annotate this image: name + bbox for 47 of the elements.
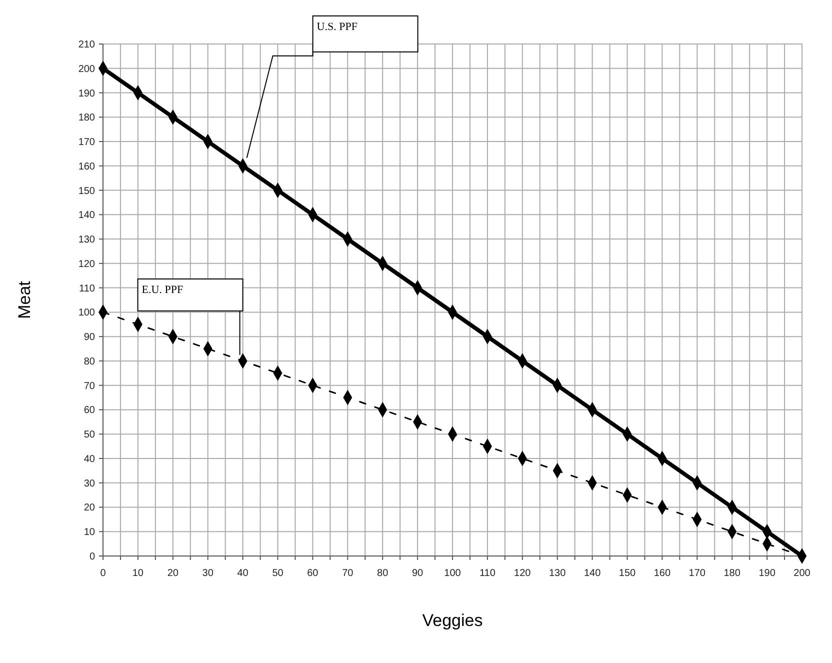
x-tick-label: 180 xyxy=(724,568,741,579)
y-tick-label: 100 xyxy=(78,308,96,319)
x-tick-label: 130 xyxy=(549,568,566,579)
x-tick-label: 40 xyxy=(237,568,249,579)
x-tick-label: 190 xyxy=(758,568,776,579)
y-tick-label: 180 xyxy=(78,112,96,124)
y-axis-title: Meat xyxy=(15,280,34,319)
y-tick-label: 0 xyxy=(89,552,96,562)
x-axis-title: Veggies xyxy=(422,611,483,630)
y-tick-label: 30 xyxy=(84,478,96,490)
x-tick-label: 160 xyxy=(654,568,671,579)
y-tick-label: 140 xyxy=(78,210,96,222)
x-tick-label: 30 xyxy=(202,568,214,579)
y-tick-label: 20 xyxy=(84,502,96,514)
y-tick-label: 10 xyxy=(84,527,96,538)
y-tick-label: 160 xyxy=(78,161,96,172)
y-tick-label: 80 xyxy=(84,356,96,368)
x-tick-label: 90 xyxy=(412,568,424,579)
y-tick-label: 170 xyxy=(78,137,96,148)
y-tick-label: 200 xyxy=(78,64,96,75)
x-tick-label: 10 xyxy=(132,568,144,579)
y-tick-label: 70 xyxy=(84,380,96,392)
x-tick-label: 50 xyxy=(272,568,284,579)
y-tick-label: 150 xyxy=(78,186,96,197)
x-tick-label: 60 xyxy=(307,568,319,579)
y-tick-label: 40 xyxy=(84,454,96,465)
x-tick-label: 140 xyxy=(584,568,602,579)
y-tick-label: 120 xyxy=(78,258,96,270)
x-tick-label: 80 xyxy=(377,568,389,579)
y-tick-label: 50 xyxy=(84,430,96,441)
series-label: E.U. PPF xyxy=(142,284,184,296)
y-tick-label: 210 xyxy=(78,40,96,50)
y-tick-label: 110 xyxy=(79,283,96,294)
y-tick-label: 190 xyxy=(78,88,96,100)
x-tick-label: 110 xyxy=(479,568,496,579)
x-tick-label: 100 xyxy=(444,568,462,579)
y-tick-label: 60 xyxy=(84,405,96,416)
x-tick-label: 150 xyxy=(618,568,636,579)
x-tick-label: 70 xyxy=(342,568,354,579)
x-tick-label: 20 xyxy=(167,568,179,579)
x-tick-label: 170 xyxy=(688,568,706,579)
x-tick-label: 200 xyxy=(794,568,811,579)
x-tick-label: 120 xyxy=(514,568,532,579)
y-tick-label: 90 xyxy=(84,332,96,344)
text: U.S. PPF xyxy=(316,20,358,33)
y-tick-label: 130 xyxy=(78,234,96,246)
x-tick-label: 0 xyxy=(100,568,106,579)
